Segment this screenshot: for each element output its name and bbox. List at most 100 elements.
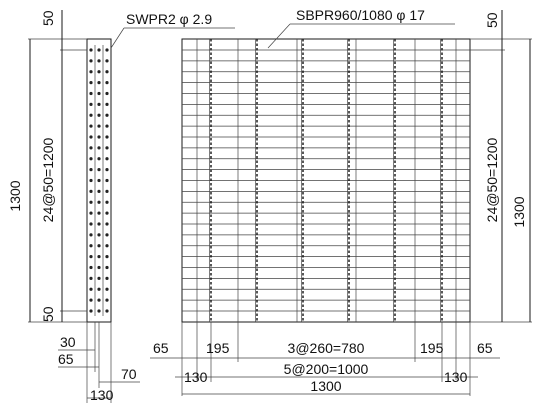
front-mid-spacing-label: 3@260=780 xyxy=(288,340,365,356)
wire-dot xyxy=(105,233,109,237)
wire-dot xyxy=(105,255,109,259)
wire-dot xyxy=(89,211,93,215)
wire-dot xyxy=(89,200,93,204)
wire-dot xyxy=(105,102,109,106)
wire-dot xyxy=(105,70,109,74)
wire-dot xyxy=(105,168,109,172)
front-65-left-label: 65 xyxy=(153,340,169,356)
wire-dot xyxy=(105,244,109,248)
wire-dot xyxy=(97,124,101,128)
right-total-height: 1300 xyxy=(511,196,527,227)
wire-spec-label: SWPR2 φ 2.9 xyxy=(126,11,212,27)
wire-dot xyxy=(97,146,101,150)
front-bottom-dimensions: 65 195 3@260=780 195 65 130 5@200=1000 1… xyxy=(150,322,500,396)
wire-dot xyxy=(89,265,93,270)
side-rows-spacing: 24@50=1200 xyxy=(40,137,56,222)
wire-dot xyxy=(89,146,93,150)
wire-dot xyxy=(105,189,109,193)
wire-dot xyxy=(97,168,101,172)
strand-spec-label: SBPR960/1080 φ 17 xyxy=(296,7,425,23)
side-top-cover: 50 xyxy=(40,10,56,26)
front-total-width-label: 1300 xyxy=(310,378,341,394)
wire-dot xyxy=(105,91,109,96)
wire-dot xyxy=(89,233,93,237)
wire-dot xyxy=(97,91,101,96)
wire-dot xyxy=(89,102,93,106)
front-130-right-label: 130 xyxy=(444,369,468,385)
front-130-left-label: 130 xyxy=(184,369,208,385)
wire-dot xyxy=(97,113,101,117)
wire-dot xyxy=(105,135,109,139)
side-65-label: 65 xyxy=(58,351,74,367)
wire-dot xyxy=(105,59,109,63)
strand-leader xyxy=(267,23,291,49)
wire-dot xyxy=(89,59,93,63)
side-30-label: 30 xyxy=(60,334,76,350)
wire-dot xyxy=(89,135,93,139)
wire-dot xyxy=(105,200,109,204)
wire-dot xyxy=(105,81,109,85)
wire-dot xyxy=(97,276,101,280)
wire-dot xyxy=(105,178,109,183)
wire-dot xyxy=(97,81,101,85)
wire-dot xyxy=(105,124,109,128)
wire-dot xyxy=(97,298,101,302)
wire-dot xyxy=(105,113,109,117)
wire-dot xyxy=(105,287,109,291)
wire-dot xyxy=(97,102,101,106)
wire-dot xyxy=(89,276,93,280)
wire-leader xyxy=(110,27,125,49)
wire-dot xyxy=(89,255,93,259)
wire-dot xyxy=(105,157,109,161)
front-bar-spacing-label: 5@200=1000 xyxy=(284,361,369,377)
side-bottom-dimensions: 30 65 70 130 xyxy=(58,322,140,403)
wire-dot xyxy=(97,233,101,237)
front-195-right-label: 195 xyxy=(420,340,444,356)
wire-dot xyxy=(89,48,93,52)
wire-dot xyxy=(89,287,93,291)
front-strand-bars xyxy=(209,39,443,322)
front-elevation xyxy=(181,38,471,323)
wire-dot xyxy=(105,48,109,52)
right-top-cover: 50 xyxy=(484,12,500,28)
side-130-label: 130 xyxy=(90,387,114,403)
wire-dot xyxy=(89,91,93,96)
wire-dot xyxy=(97,48,101,52)
wire-dot xyxy=(105,211,109,215)
wire-dot xyxy=(89,189,93,193)
wire-dot xyxy=(105,298,109,302)
wire-dot xyxy=(89,157,93,161)
right-rows-spacing: 24@50=1200 xyxy=(484,137,500,222)
wire-dot xyxy=(105,222,109,226)
wire-dot xyxy=(89,178,93,183)
wire-dot xyxy=(97,255,101,259)
wire-dot xyxy=(89,70,93,74)
side-bottom-cover: 50 xyxy=(40,306,56,322)
side-wire-dots xyxy=(89,48,109,313)
wire-dot xyxy=(97,200,101,204)
wire-dot xyxy=(105,265,109,270)
wire-dot xyxy=(89,81,93,85)
strand-callout: SBPR960/1080 φ 17 xyxy=(267,7,455,49)
side-height-dimension: 1300 24@50=1200 50 50 xyxy=(7,10,87,323)
wire-dot xyxy=(105,309,109,313)
front-column-lines xyxy=(196,39,457,322)
front-height-dimension: 50 24@50=1200 1300 xyxy=(470,10,532,323)
wire-dot xyxy=(97,222,101,226)
wire-dot xyxy=(89,309,93,313)
side-section xyxy=(86,38,112,323)
wire-dot xyxy=(97,157,101,161)
wire-dot xyxy=(97,287,101,291)
wire-dot xyxy=(97,211,101,215)
side-70-label: 70 xyxy=(121,366,137,382)
wire-dot xyxy=(89,244,93,248)
wire-dot xyxy=(89,124,93,128)
wire-dot xyxy=(97,309,101,313)
wire-dot xyxy=(97,70,101,74)
wire-dot xyxy=(97,59,101,63)
wire-dot xyxy=(97,178,101,183)
wire-dot xyxy=(89,168,93,172)
wire-dot xyxy=(89,222,93,226)
side-total-height: 1300 xyxy=(7,180,23,211)
